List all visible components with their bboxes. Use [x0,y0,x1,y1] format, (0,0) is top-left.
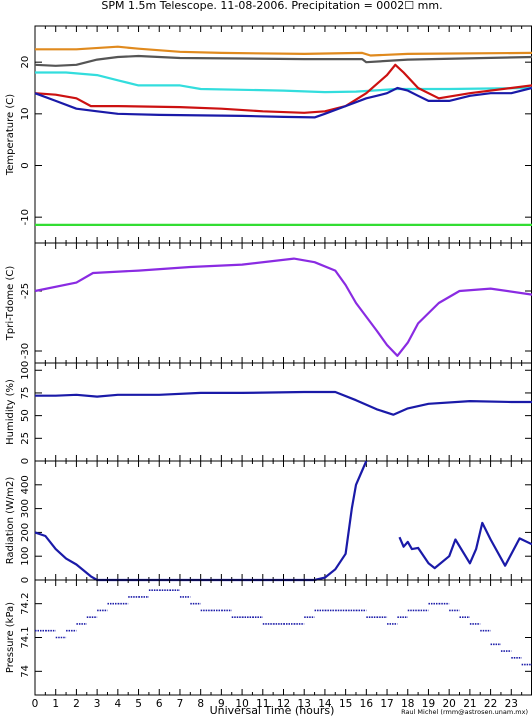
y-tick-label: -30 [20,343,31,359]
y-tick-label: -25 [20,283,31,299]
y-axis-label: Humidity (%) [5,379,16,445]
y-tick-label: 20 [20,56,31,69]
series-4-line [34,86,532,119]
x-tick-label: 16 [360,698,374,710]
y-tick-label: 300 [20,499,31,518]
x-tick-label: 2 [73,698,80,710]
x-tick-label: 12 [277,698,290,710]
x-tick-label: 10 [235,698,248,710]
x-tick-label: 4 [114,698,121,710]
y-tick-label: 25 [20,432,31,445]
x-tick-label: 8 [197,698,204,710]
credit-text: Raul Michel (rmm@astrosen.unam.mx) [401,708,528,716]
chart-title: SPM 1.5m Telescope. 11-08-2006. Precipit… [101,0,442,12]
x-tick-label: 15 [339,698,352,710]
series-0-line [35,45,532,57]
y-tick-label: 0 [20,162,31,168]
series-1-line [34,54,532,67]
y-tick-label: 0 [20,458,31,464]
y-tick-label: 200 [20,523,31,542]
y-tick-label: 74.1 [20,626,31,648]
panel-3: 0 100 200 300 400 Radiation (W/m2) [5,460,532,583]
y-tick-label: 10 [20,107,31,120]
panel-0: -10 0 10 20 Temperature (C) [5,25,532,244]
panel-frame [34,579,532,696]
panel-4: 74 74.1 74.2 Pressure (kPa) [5,579,532,696]
x-tick-label: 20 [442,698,455,710]
x-tick-label: 22 [484,698,497,710]
series-1-line [398,521,532,570]
y-tick-label: -10 [20,209,31,225]
panel-frame [34,460,532,581]
x-tick-label: 11 [256,698,269,710]
y-tick-label: 400 [20,475,31,494]
y-tick-label: 100 [20,361,31,380]
series-2-line [35,71,532,94]
series-3-line [34,63,532,114]
panel-frame [34,242,532,364]
x-tick-label: 23 [505,698,518,710]
panel-1: -30 -25 Tpri-Tdome (C) [5,242,532,364]
x-tick-label: 1 [52,698,59,710]
y-axis-label: Pressure (kPa) [5,602,16,673]
y-axis-label: Temperature (C) [5,94,16,176]
x-tick-label: 3 [94,698,101,710]
x-tick-label: 9 [218,698,225,710]
y-tick-label: 100 [20,547,31,566]
x-tick-label: 19 [422,698,435,710]
x-tick-label: 6 [156,698,163,710]
x-tick-label: 7 [177,698,184,710]
y-tick-label: 74.2 [20,593,31,615]
panel-frame [34,362,532,462]
y-axis-label: Tpri-Tdome (C) [5,266,16,342]
x-tick-label: 5 [135,698,142,710]
x-tick-label: 14 [318,698,332,710]
x-axis-label: Universal Time (hours) [210,704,335,717]
y-tick-label: 75 [20,387,31,400]
y-axis-label: Radiation (W/m2) [5,477,16,565]
series-0-line [34,460,368,582]
x-tick-label: 0 [32,698,39,710]
y-tick-label: 0 [20,577,31,583]
x-tick-label: 21 [463,698,476,710]
x-tick-label: 13 [298,698,311,710]
panel-2: 0 25 50 75 100 Humidity (%) [5,361,532,464]
y-tick-label: 74 [20,665,31,678]
x-tick-label: 17 [380,698,393,710]
series-0-line [34,257,532,357]
series-0-line [35,390,532,416]
x-tick-label: 18 [401,698,414,710]
y-tick-label: 50 [20,409,31,422]
